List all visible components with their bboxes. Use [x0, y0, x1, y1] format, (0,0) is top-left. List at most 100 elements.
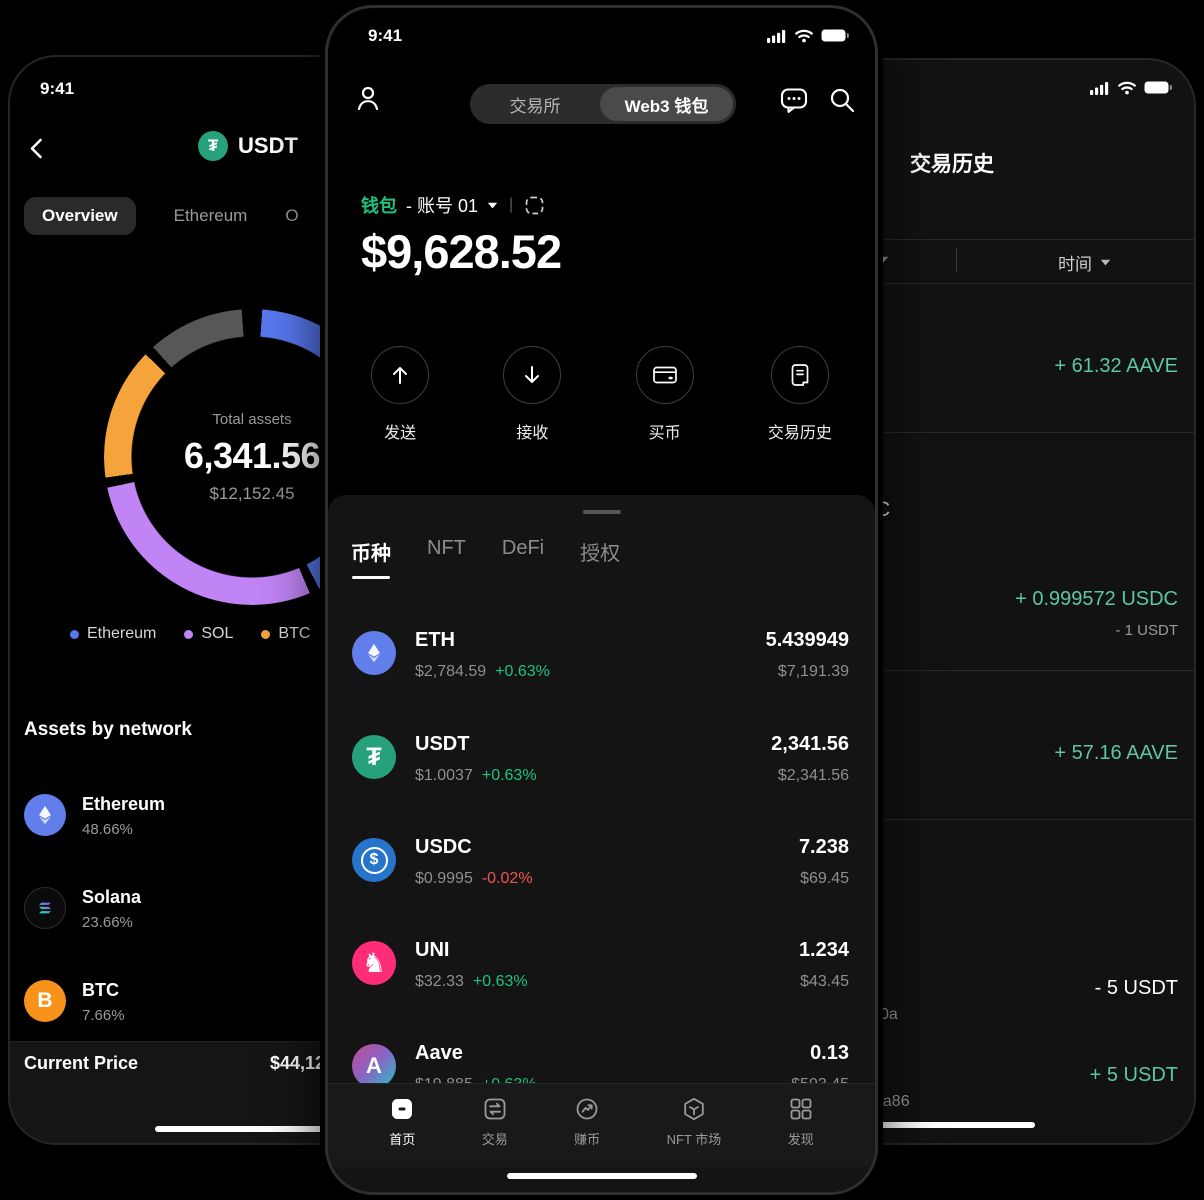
receive-button[interactable]: 接收: [503, 346, 562, 443]
arrow-down-icon: [503, 346, 562, 404]
current-price-label: Current Price: [24, 1053, 139, 1073]
home-icon: [392, 1099, 413, 1119]
usdt-icon: ₮: [352, 735, 396, 779]
network-name: BTC: [82, 980, 119, 1000]
nav-trade[interactable]: 交易: [482, 1096, 508, 1167]
coin-amount: 2,341.56: [771, 733, 849, 755]
bottom-nav: 首页 交易 赚币 NFT 市场 发现: [328, 1083, 875, 1167]
legend-ethereum: Ethereum: [70, 625, 156, 643]
profile-button[interactable]: [352, 82, 384, 114]
coin-price-line: $1.0037 +0.63%: [415, 767, 537, 785]
scan-icon[interactable]: [524, 195, 545, 216]
action-label: 交易历史: [767, 425, 832, 442]
tab-truncated[interactable]: O: [285, 206, 299, 225]
wallet-home-screen: 9:41 交易所 Web3 钱包 钱包 - 账号 01 | $9,628.5: [325, 5, 878, 1195]
total-assets-fiat: $12,152.45: [209, 483, 295, 503]
tab-overview[interactable]: Overview: [24, 197, 136, 235]
history-button[interactable]: 交易历史: [768, 346, 832, 443]
nav-label: NFT 市场: [666, 1132, 722, 1147]
tab-coins[interactable]: 币种: [351, 537, 391, 579]
divider: |: [509, 196, 514, 213]
tx-sub-amount: - 1 USDT: [1115, 622, 1178, 639]
coin-price: $2,784.59: [415, 663, 487, 680]
back-button[interactable]: [24, 135, 51, 162]
section-heading: Assets by network: [24, 719, 192, 740]
signal-icon: [1090, 81, 1109, 95]
network-row-solana[interactable]: Solana 23.66%: [24, 885, 476, 941]
coin-fiat-value: $2,341.56: [777, 767, 849, 784]
coin-row-eth[interactable]: ETH $2,784.59 +0.63% 5.439949 $7,191.39: [352, 629, 849, 699]
coin-amount: 7.238: [798, 836, 849, 858]
coin-symbol: ETH: [415, 629, 455, 651]
tab-approvals[interactable]: 授权: [580, 543, 621, 565]
arrow-up-icon: [371, 346, 430, 404]
selected-tab-pill: [600, 87, 733, 121]
coin-fiat-value: $7,191.39: [777, 663, 849, 680]
tab-ethereum[interactable]: Ethereum: [173, 206, 248, 225]
tab-exchange[interactable]: 交易所: [509, 96, 561, 116]
home-indicator: [155, 1126, 345, 1132]
action-label: 发送: [384, 425, 417, 442]
wifi-icon: [1118, 81, 1136, 95]
ethereum-icon: [24, 794, 66, 836]
page-title: 交易历史: [910, 153, 994, 176]
coin-amount: 5.439949: [765, 629, 849, 651]
profile-icon: [357, 86, 379, 111]
legend-dot-orange: [261, 629, 271, 639]
legend-btc: BTC: [261, 625, 310, 643]
tx-amount: + 61.32 AAVE: [1054, 355, 1178, 377]
status-time: 9:41: [368, 26, 403, 45]
chat-button[interactable]: [778, 84, 810, 116]
donut-center: Total assets 6,341.56 $12,152.45: [104, 309, 400, 605]
coin-row-uni[interactable]: ♞ UNI $32.33 +0.63% 1.234 $43.45: [352, 939, 849, 1009]
time-filter-label: 时间: [1058, 255, 1092, 274]
time-filter-dropdown[interactable]: 时间: [1058, 250, 1111, 275]
network-row-ethereum[interactable]: Ethereum 48.66%: [24, 792, 476, 848]
tx-address-fragment: 0a: [880, 1006, 898, 1023]
nav-label: 交易: [481, 1132, 508, 1147]
nav-label: 发现: [787, 1132, 814, 1147]
account-selector[interactable]: 钱包 - 账号 01 |: [361, 192, 545, 218]
filter-caret-fragment-icon[interactable]: [878, 256, 889, 263]
asset-symbol: USDT: [238, 133, 298, 158]
network-percent: 23.66%: [82, 914, 133, 931]
coin-price: $32.33: [415, 973, 464, 990]
tx-amount: + 5 USDT: [1089, 1064, 1178, 1086]
home-indicator: [845, 1122, 1035, 1128]
coin-symbol: Aave: [415, 1042, 463, 1064]
nft-market-icon: [684, 1097, 704, 1121]
coin-row-usdt[interactable]: ₮ USDT $1.0037 +0.63% 2,341.56 $2,341.56: [352, 733, 849, 803]
buy-crypto-button[interactable]: 买币: [635, 346, 694, 443]
nav-nft-market[interactable]: NFT 市场: [666, 1096, 722, 1167]
tab-web3-wallet[interactable]: Web3 钱包: [624, 96, 709, 116]
tab-nft[interactable]: NFT: [427, 537, 466, 559]
divider: [682, 239, 1194, 240]
network-percent: 7.66%: [82, 1007, 125, 1024]
tab-defi[interactable]: DeFi: [501, 537, 545, 559]
battery-icon: [821, 29, 849, 42]
chain-tabs: Overview Ethereum O: [24, 197, 299, 235]
divider: [682, 432, 1194, 433]
legend-dot-blue: [70, 629, 79, 639]
search-button[interactable]: [828, 86, 856, 114]
drag-handle[interactable]: [582, 510, 621, 514]
nav-earn[interactable]: 赚币: [574, 1096, 600, 1167]
wifi-icon: [795, 29, 813, 43]
nav-label: 赚币: [574, 1132, 601, 1147]
nav-home[interactable]: 首页: [389, 1096, 415, 1167]
coin-fiat-value: $69.45: [800, 870, 849, 887]
divider: [682, 819, 1194, 820]
tx-amount: + 57.16 AAVE: [1054, 742, 1178, 764]
send-button[interactable]: 发送: [371, 346, 430, 443]
coin-amount: 0.13: [810, 1042, 849, 1064]
status-icons: [1090, 80, 1172, 95]
discover-icon: [790, 1098, 812, 1120]
nav-discover[interactable]: 发现: [788, 1096, 814, 1167]
network-row-btc[interactable]: B BTC 7.66%: [24, 978, 476, 1034]
coin-change: +0.63%: [481, 767, 537, 784]
card-icon: [635, 346, 694, 404]
network-name: Ethereum: [82, 794, 166, 814]
action-buttons: 发送 接收 买币 交易历史: [334, 346, 869, 443]
coin-row-usdc[interactable]: $ USDC $0.9995 -0.02% 7.238 $69.45: [352, 836, 849, 906]
